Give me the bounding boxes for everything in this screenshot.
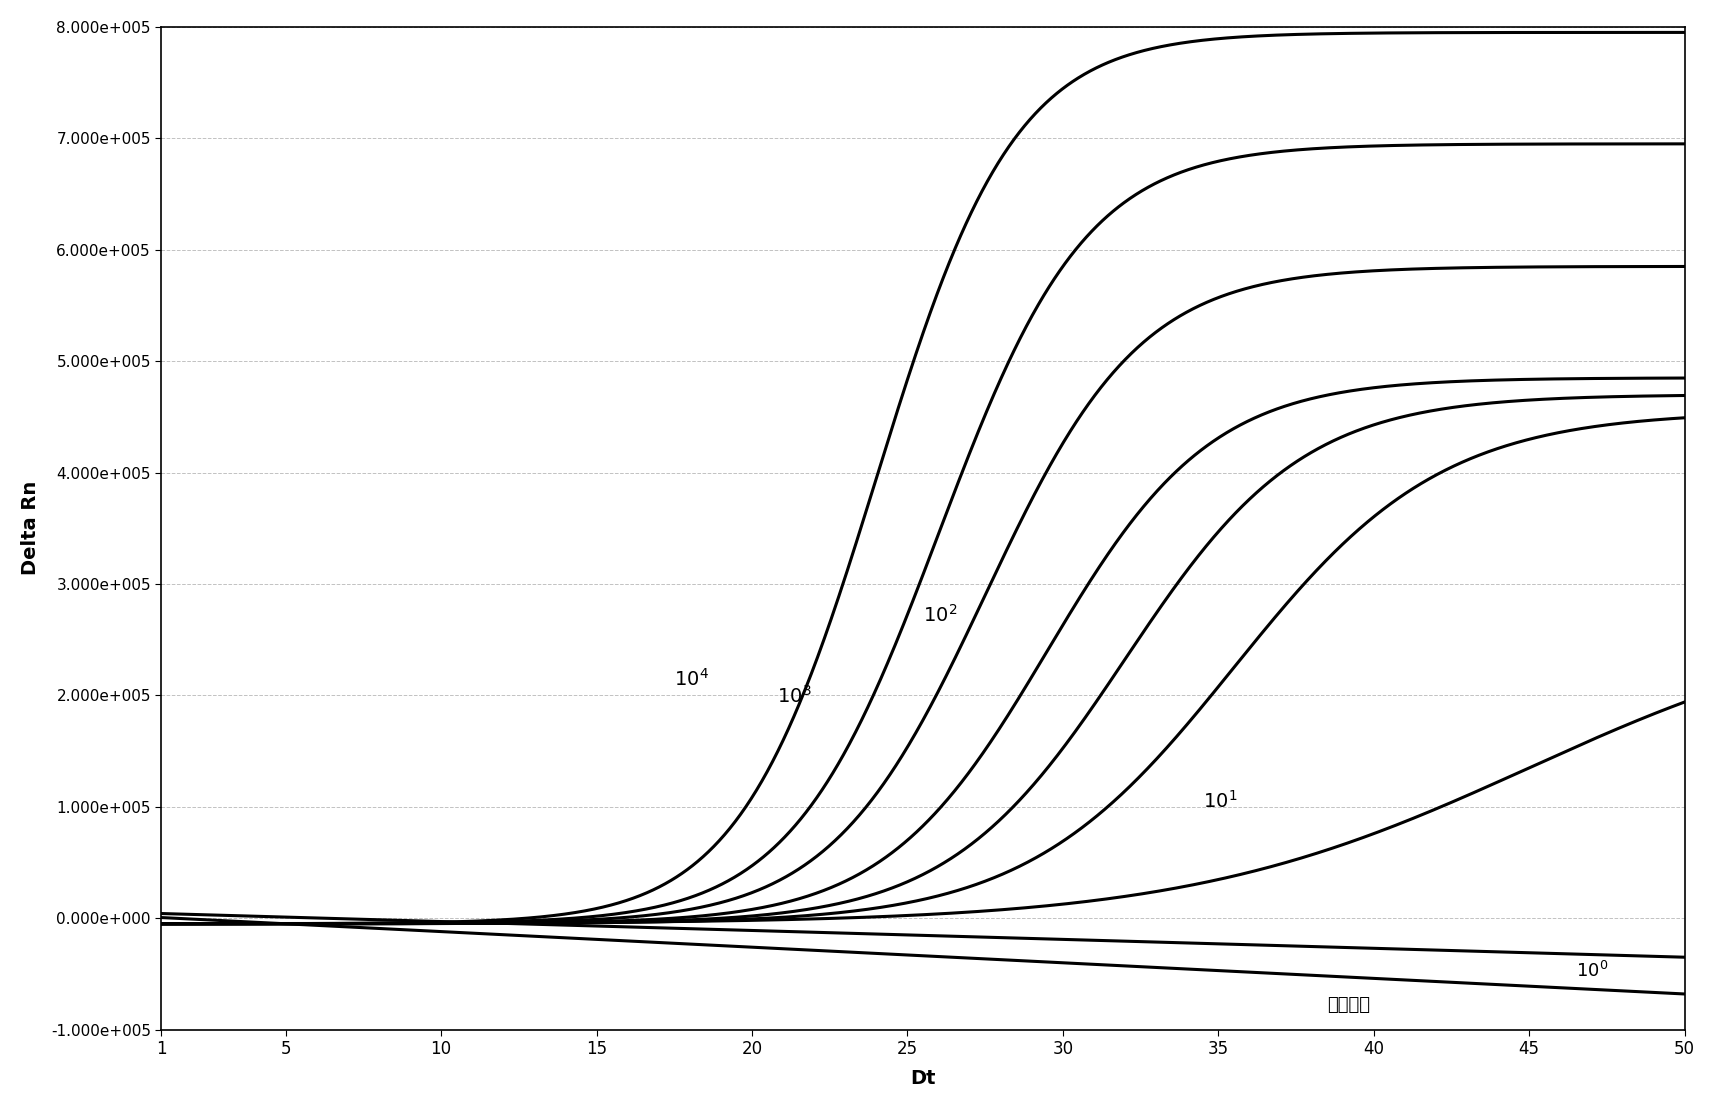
Text: $10^2$: $10^2$ <box>923 604 958 627</box>
X-axis label: Dt: Dt <box>909 1069 935 1088</box>
Text: $10^4$: $10^4$ <box>674 668 709 690</box>
Text: $10^3$: $10^3$ <box>777 684 812 706</box>
Text: $10^1$: $10^1$ <box>1203 791 1237 812</box>
Text: 阴性对照: 阴性对照 <box>1326 996 1369 1014</box>
Text: $10^0$: $10^0$ <box>1575 960 1608 980</box>
Y-axis label: Delta Rn: Delta Rn <box>21 481 39 576</box>
